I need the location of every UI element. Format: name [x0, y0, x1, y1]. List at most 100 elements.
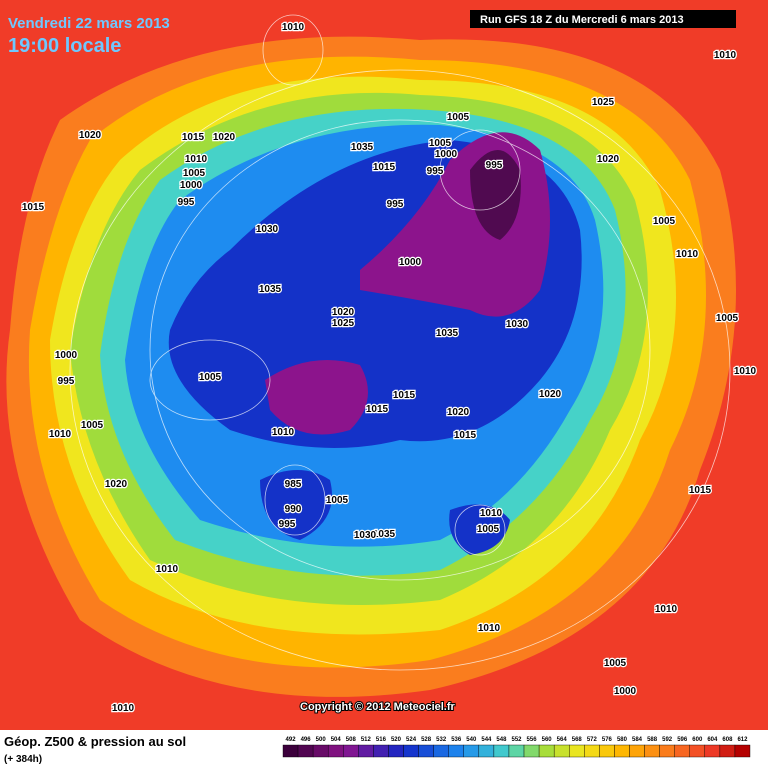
isobar-label: 1005: [477, 524, 500, 535]
scale-swatch: [358, 744, 374, 758]
isobar-label: 990: [285, 504, 302, 515]
isobar-label: 1005: [199, 372, 222, 383]
scale-label: 536: [451, 737, 462, 743]
scale-swatch: [734, 744, 751, 758]
scale-swatch: [327, 744, 344, 758]
isobar-label: 1015: [393, 390, 416, 401]
isobar-label: 1015: [182, 132, 205, 143]
scale-swatch: [282, 744, 299, 758]
isobar-label: 1005: [81, 420, 104, 431]
lead-time: (+ 384h): [4, 754, 42, 765]
isobar-label: 1005: [326, 495, 349, 506]
scale-label: 524: [406, 737, 417, 743]
isobar-label: 1000: [435, 149, 458, 160]
scale-swatch: [448, 744, 464, 758]
scale-swatch: [629, 744, 645, 758]
scale-label: 496: [301, 737, 312, 743]
isobar-label: 1010: [156, 564, 179, 575]
isobar-label: 1025: [592, 97, 615, 108]
isobar-label: 1020: [213, 132, 236, 143]
scale-label: 596: [677, 737, 688, 743]
isobar-label: 1030: [506, 319, 529, 330]
scale-label: 576: [602, 737, 613, 743]
scale-swatch: [538, 744, 555, 758]
scale-label: 560: [542, 737, 553, 743]
scale-label: 580: [617, 737, 628, 743]
isobar-label: 1005: [447, 112, 470, 123]
scale-swatch: [388, 744, 404, 758]
isobar-label: 1010: [272, 427, 295, 438]
isobar-label: 1005: [716, 313, 739, 324]
time: 19:00 locale: [8, 35, 121, 57]
run-box: [470, 10, 736, 28]
scale-swatch: [297, 744, 314, 758]
scale-swatch: [508, 744, 525, 758]
scale-swatch: [433, 744, 449, 758]
copyright: Copyright © 2012 Meteociel.fr: [300, 701, 456, 713]
isobar-label: 1005: [183, 168, 206, 179]
scale-swatch: [719, 744, 736, 758]
scale-label: 540: [466, 737, 477, 743]
scale-label: 532: [436, 737, 447, 743]
isobar-label: 1000: [399, 257, 422, 268]
isobar-label: 1035: [351, 142, 374, 153]
scale-swatch: [704, 744, 721, 758]
isobar-label: 995: [178, 197, 195, 208]
isobar-label: 1035: [259, 284, 282, 295]
scale-label: 608: [722, 737, 733, 743]
isobar-label: 1020: [332, 307, 355, 318]
scale-swatch: [373, 744, 389, 758]
scale-label: 572: [587, 737, 598, 743]
scale-label: 588: [647, 737, 658, 743]
isobar-label: 1035: [373, 529, 396, 540]
isobar-label: 1030: [354, 530, 377, 541]
isobar-label: 1015: [689, 485, 712, 496]
scale-label: 544: [481, 737, 492, 743]
isobar-label: 995: [427, 166, 444, 177]
isobar-label: 1000: [180, 180, 203, 191]
isobar-label: 1035: [436, 328, 459, 339]
isobar-label: 1015: [366, 404, 389, 415]
scale-label: 584: [632, 737, 643, 743]
isobar-label: 1010: [112, 703, 135, 714]
scale-swatch: [584, 744, 600, 758]
isobar-label: 1015: [22, 202, 45, 213]
scale-swatch: [644, 744, 660, 758]
run: Run GFS 18 Z du Mercredi 6 mars 2013: [480, 14, 684, 26]
scale-label: 552: [511, 737, 522, 743]
footer-title: Géop. Z500 & pression au sol: [4, 734, 186, 749]
isobar-label: 1020: [447, 407, 470, 418]
color-scale: 492 496 500 504 508 512 516 520 524 528 532 536 540 5…: [282, 737, 751, 758]
isobar-label: 995: [486, 160, 503, 171]
scale-label: 504: [331, 737, 342, 743]
scale-label: 528: [421, 737, 432, 743]
isobar-label: 1015: [454, 430, 477, 441]
isobar-label: 1010: [480, 508, 503, 519]
scale-label: 592: [662, 737, 673, 743]
scale-label: 520: [391, 737, 402, 743]
scale-swatch: [523, 744, 540, 758]
isobar-label: 995: [387, 199, 404, 210]
isobar-label: 1020: [79, 130, 102, 141]
isobars: [69, 14, 731, 671]
scale-swatch: [478, 744, 495, 758]
isobar-label: 995: [279, 519, 296, 530]
isobar-label: 995: [58, 376, 75, 387]
scale-swatch: [463, 744, 480, 758]
isobar-label: 1005: [429, 138, 452, 149]
scale-swatch: [403, 744, 419, 758]
scale-label: 568: [572, 737, 583, 743]
isobar-label: 1000: [614, 686, 637, 697]
scale-swatch: [659, 744, 675, 758]
isobar-label: 1020: [597, 154, 620, 165]
isobar-label: 1010: [282, 22, 305, 33]
isobar-label: 1030: [256, 224, 279, 235]
scale-label: 500: [316, 737, 327, 743]
isobar-label: 1015: [373, 162, 396, 173]
isobar-label: 1000: [55, 350, 78, 361]
scale-label: 612: [737, 737, 748, 743]
isobar-label: 1010: [734, 366, 757, 377]
scale-label: 512: [361, 737, 372, 743]
scale-swatch: [312, 744, 329, 758]
